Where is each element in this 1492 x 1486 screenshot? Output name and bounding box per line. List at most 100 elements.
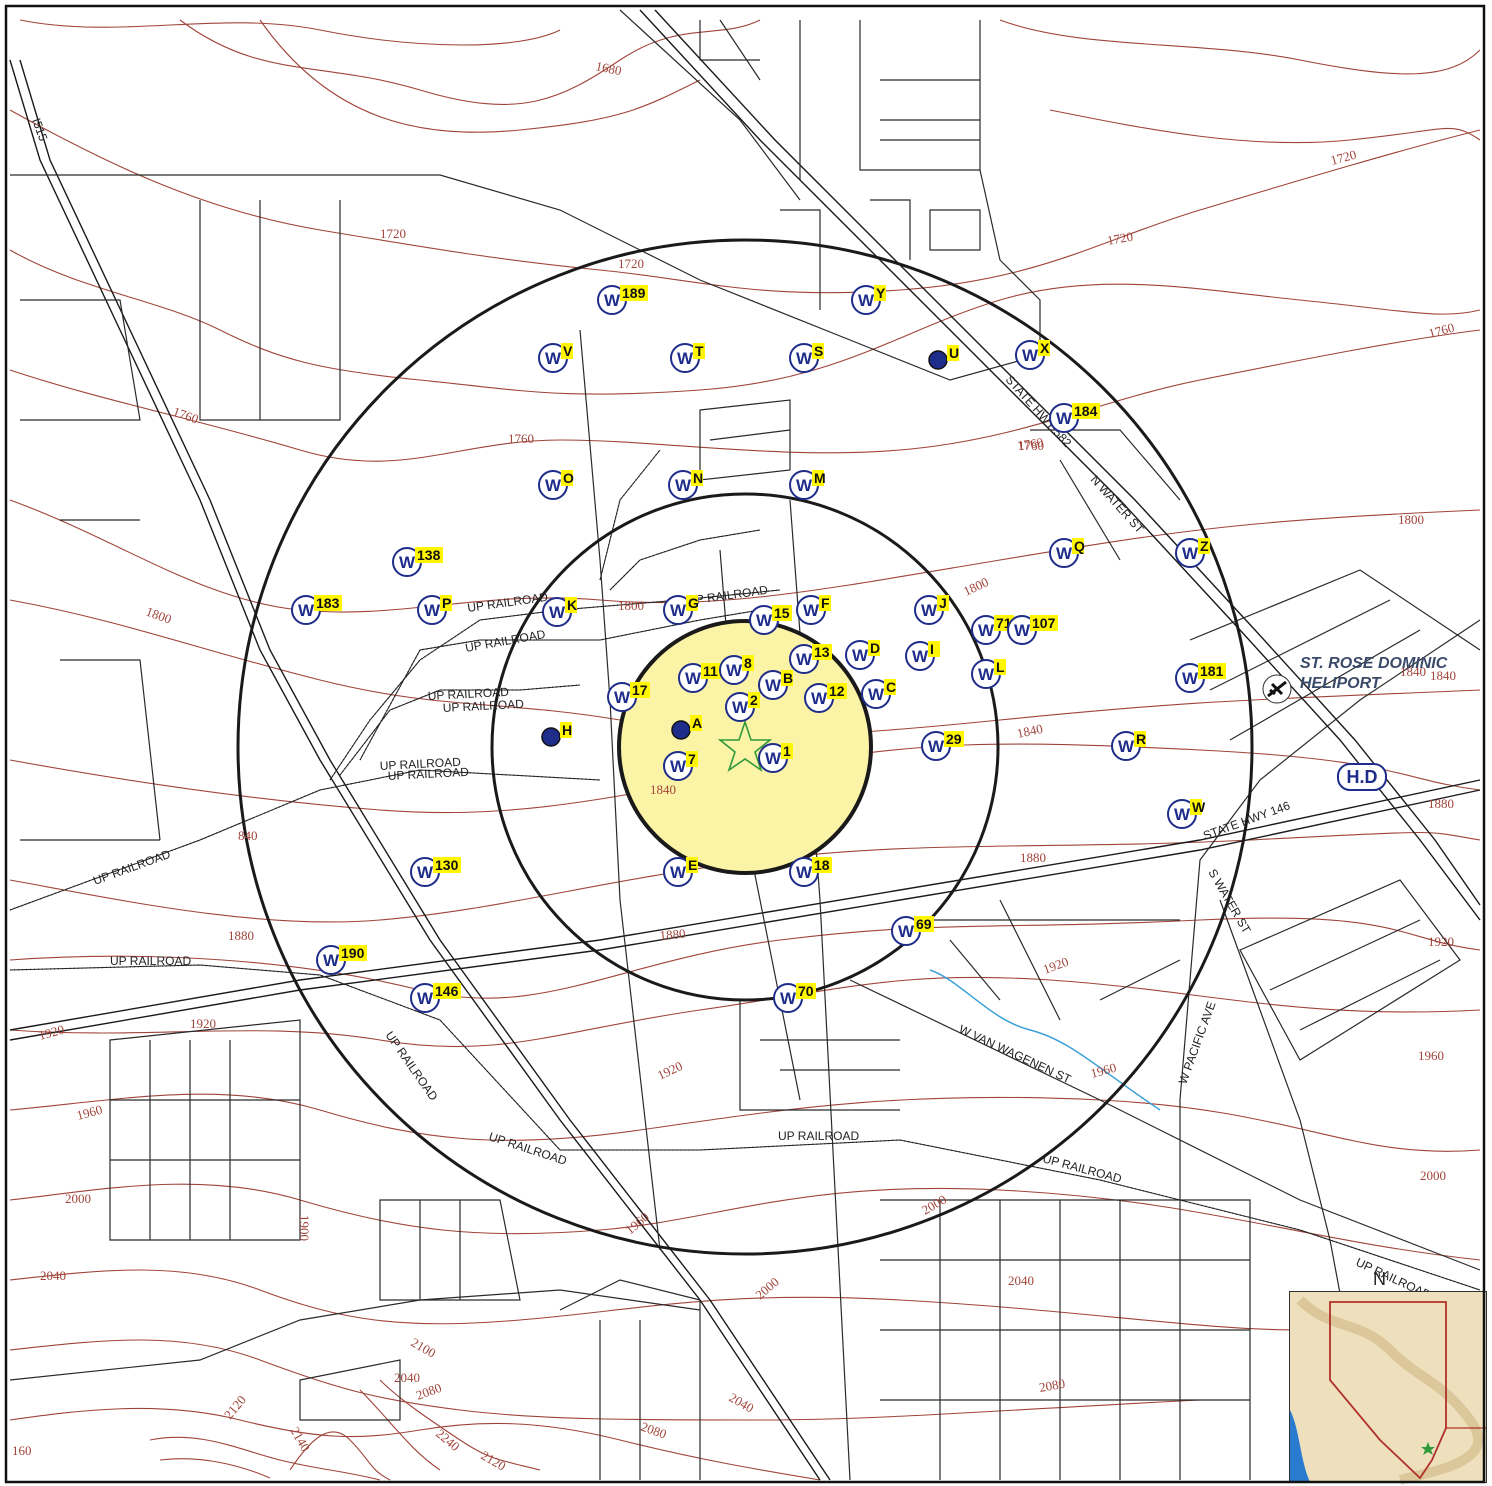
contour-label: 1880 [1428, 796, 1454, 811]
well-label: 12 [829, 683, 845, 699]
inset-locator-map [1289, 1291, 1487, 1485]
well-glyph: W [1182, 544, 1199, 563]
well-icon[interactable]: W 184 [1049, 403, 1100, 433]
well-glyph: W [424, 601, 441, 620]
well-glyph: W [898, 922, 915, 941]
well-label: N [693, 470, 703, 486]
well-label: 17 [632, 682, 648, 698]
well-glyph: W [614, 688, 631, 707]
north-arrow: N [1373, 1269, 1386, 1289]
contour-label: 1900 [297, 1215, 312, 1241]
well-label: X [1040, 340, 1050, 356]
well-icon[interactable]: W 70 [773, 983, 816, 1013]
well-label-highlight [748, 692, 760, 708]
well-label: R [1136, 731, 1146, 747]
well-label-highlight [928, 641, 940, 657]
contour-label: 2040 [1008, 1273, 1034, 1288]
well-glyph: W [978, 665, 995, 684]
well-label: 1 [783, 743, 791, 759]
contour-label: 1760 [1018, 438, 1044, 453]
contour-label: 2000 [65, 1191, 91, 1206]
well-icon[interactable]: W 15 [749, 605, 792, 635]
well-icon[interactable]: W 11 [678, 663, 721, 693]
well-label-highlight [874, 285, 886, 301]
well-icon[interactable]: W 181 [1175, 663, 1226, 693]
well-icon[interactable]: W 130 [410, 857, 461, 887]
well-label-highlight [1072, 538, 1084, 554]
well-icon[interactable]: W 183 [291, 595, 342, 625]
road-label: UP RAILROAD [379, 755, 461, 773]
well-icon[interactable]: W 12 [804, 683, 847, 713]
well-label-highlight [827, 683, 847, 699]
sample-point[interactable]: A [671, 715, 702, 740]
well-label: 2 [750, 692, 758, 708]
well-icon[interactable]: W 17 [607, 682, 650, 712]
well-label-highlight [1198, 663, 1226, 679]
well-glyph: W [323, 951, 340, 970]
well-label-highlight [415, 547, 443, 563]
well-glyph: W [852, 646, 869, 665]
well-label-highlight [1038, 340, 1050, 356]
well-label-highlight [781, 743, 793, 759]
well-icon[interactable]: W 107 [1007, 615, 1058, 645]
well-label-highlight [812, 857, 832, 873]
well-label-highlight [994, 659, 1006, 675]
well-icon[interactable]: W 146 [410, 983, 461, 1013]
well-label: E [688, 857, 697, 873]
well-label: O [563, 470, 574, 486]
well-icon[interactable]: W 13 [789, 644, 832, 674]
sample-point[interactable]: U [928, 345, 959, 370]
well-glyph: W [677, 349, 694, 368]
well-glyph: W [670, 601, 687, 620]
road-label: UP RAILROAD [778, 1129, 859, 1143]
heliport-badge-label: H.D [1347, 767, 1378, 787]
contour-label: 1720 [618, 256, 644, 271]
heliport-badge [1337, 763, 1387, 791]
sample-point[interactable]: H [541, 722, 572, 747]
well-label-highlight [433, 983, 461, 999]
heliport-name-line1: ST. ROSE DOMINIC [1300, 655, 1448, 672]
well-label: 146 [435, 983, 459, 999]
heliport[interactable]: ST. ROSE DOMINIC HELIPORT H.D [1262, 655, 1448, 791]
well-icon[interactable]: W 190 [316, 945, 367, 975]
well-label-highlight [1198, 538, 1210, 554]
well-label: 69 [916, 916, 932, 932]
well-icon[interactable]: W 138 [392, 547, 443, 577]
well-label: T [695, 343, 704, 359]
well-label-highlight [742, 655, 754, 671]
well-label-highlight [937, 595, 949, 611]
well-icon[interactable]: W 29 [921, 731, 964, 761]
well-label: 130 [435, 857, 459, 873]
well-icon[interactable]: W 69 [891, 916, 934, 946]
well-icon[interactable]: W 189 [597, 285, 648, 315]
sample-dot [671, 720, 691, 740]
well-icon[interactable]: W 18 [789, 857, 832, 887]
